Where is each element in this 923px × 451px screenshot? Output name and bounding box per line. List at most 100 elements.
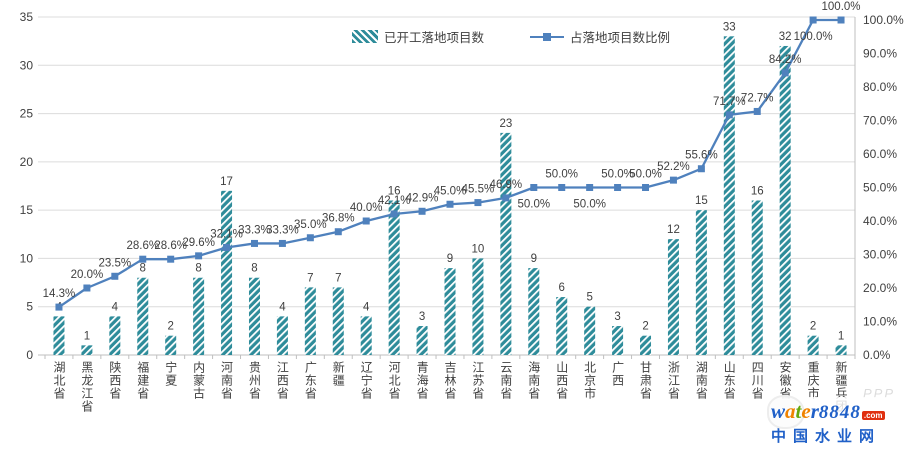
bar xyxy=(584,306,596,355)
bar-value-label: 33 xyxy=(723,21,736,33)
bar xyxy=(221,190,233,355)
percentage-label: 28.6% xyxy=(154,240,187,252)
bar-value-label: 7 xyxy=(307,272,313,284)
left-axis-tick-label: 25 xyxy=(20,107,34,121)
bar-value-label: 9 xyxy=(447,253,453,265)
left-axis-tick-label: 20 xyxy=(20,155,34,169)
line-marker xyxy=(530,184,538,191)
bar xyxy=(165,335,177,355)
bar-value-label: 32 xyxy=(779,31,792,43)
bar xyxy=(109,316,121,355)
bar xyxy=(667,239,679,355)
legend-bar-label: 已开工落地项目数 xyxy=(384,31,485,45)
watermark-mascot-icon xyxy=(767,395,805,429)
watermark-site-name: 中国水业网 xyxy=(771,428,882,445)
line-marker xyxy=(837,16,845,24)
bar-value-label: 4 xyxy=(112,301,119,313)
watermark-tld: .com xyxy=(861,411,885,420)
line-marker xyxy=(362,217,370,225)
right-axis-tick-label: 0.0% xyxy=(863,348,891,362)
percentage-label: 50.0% xyxy=(629,169,662,181)
percentage-label: 50.0% xyxy=(573,199,606,211)
percentage-label: 35.0% xyxy=(294,219,327,231)
watermark-word: water xyxy=(771,399,819,424)
bar xyxy=(444,268,456,355)
bar xyxy=(835,345,847,355)
bar xyxy=(612,326,624,355)
bar-value-label: 8 xyxy=(195,263,201,275)
bar xyxy=(528,268,540,355)
percentage-label: 36.8% xyxy=(322,213,355,225)
bar xyxy=(137,277,149,355)
bar xyxy=(81,345,93,355)
line-swatch-icon xyxy=(530,30,565,43)
bar-value-label: 6 xyxy=(559,282,565,294)
percentage-label: 45.0% xyxy=(434,185,467,197)
bar-value-label: 1 xyxy=(838,330,844,342)
percentage-label: 42.9% xyxy=(406,192,439,204)
right-axis-tick-label: 40.0% xyxy=(863,214,897,228)
bar xyxy=(360,316,372,355)
bar xyxy=(193,277,205,355)
percentage-label: 100.0% xyxy=(822,1,861,13)
left-axis-tick-label: 30 xyxy=(20,58,34,72)
bar-value-label: 1 xyxy=(84,330,90,342)
line-marker xyxy=(586,184,594,191)
right-axis-tick-label: 70.0% xyxy=(863,114,897,128)
bar xyxy=(751,200,763,355)
percentage-label: 52.2% xyxy=(657,161,690,173)
bar xyxy=(276,316,288,355)
percentage-label: 50.0% xyxy=(545,169,578,181)
watermark-number: 8848 xyxy=(818,402,861,423)
line-marker xyxy=(334,228,342,236)
bar xyxy=(556,297,568,355)
watermark-letter: r xyxy=(810,399,819,423)
line-marker xyxy=(111,272,119,280)
right-axis-tick-label: 100.0% xyxy=(863,13,904,27)
bar-value-label: 23 xyxy=(499,118,512,130)
line-marker xyxy=(474,199,482,207)
percentage-label: 46.9% xyxy=(490,179,523,191)
legend-item-line: 占落地项目数比例 xyxy=(530,27,670,46)
percentage-label: 42.1% xyxy=(378,195,411,207)
bar xyxy=(304,287,316,355)
right-axis-tick-label: 50.0% xyxy=(863,181,897,195)
bar xyxy=(53,316,65,355)
left-axis-tick-label: 35 xyxy=(20,10,34,24)
bar-value-label: 9 xyxy=(531,253,537,265)
right-axis-tick-label: 60.0% xyxy=(863,147,897,161)
line-marker xyxy=(809,16,817,24)
line-marker xyxy=(418,207,426,215)
bar xyxy=(779,45,791,355)
right-axis-tick-label: 90.0% xyxy=(863,47,897,61)
bar-value-label: 12 xyxy=(667,224,680,236)
bar xyxy=(416,326,428,355)
bar xyxy=(332,287,344,355)
percentage-label: 72.7% xyxy=(741,92,774,104)
line-marker xyxy=(55,303,63,311)
line-marker xyxy=(753,107,761,115)
bar-value-label: 8 xyxy=(140,263,146,275)
bar-value-label: 4 xyxy=(279,301,286,313)
bar xyxy=(695,210,707,355)
percentage-label: 100.0% xyxy=(794,31,833,43)
bar xyxy=(807,335,819,355)
bar xyxy=(723,36,735,356)
percentage-label: 23.5% xyxy=(99,257,132,269)
percentage-label: 55.6% xyxy=(685,150,718,162)
line-marker xyxy=(195,252,203,260)
bar-value-label: 10 xyxy=(472,243,485,255)
line-marker xyxy=(781,69,789,77)
line-marker xyxy=(697,165,705,173)
percentage-label: 84.2% xyxy=(769,54,802,66)
right-axis-tick-label: 10.0% xyxy=(863,315,897,329)
bar-value-label: 5 xyxy=(586,292,592,304)
line-marker xyxy=(558,184,566,191)
line-marker xyxy=(250,239,258,247)
line-marker xyxy=(278,239,286,247)
bar xyxy=(248,277,260,355)
left-axis-tick-label: 5 xyxy=(26,300,33,314)
percentage-label: 33.3% xyxy=(238,224,271,236)
bar-value-label: 4 xyxy=(363,301,370,313)
